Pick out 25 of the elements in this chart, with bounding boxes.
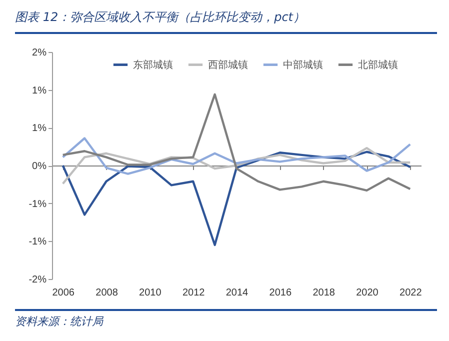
y-tick-label: 1% — [32, 85, 47, 96]
x-tick-label: 2016 — [269, 288, 292, 298]
y-tick-label: -1% — [28, 236, 47, 248]
x-tick-label: 2006 — [52, 288, 75, 298]
y-tick-label: -1% — [28, 198, 47, 210]
x-tick-label: 2018 — [312, 288, 336, 298]
y-tick-label: 1% — [32, 123, 47, 134]
y-tick-label: 0% — [32, 161, 47, 172]
legend-label: 北部城镇 — [358, 58, 398, 71]
x-tick-label: 2022 — [400, 288, 422, 298]
legend-label: 东部城镇 — [133, 58, 173, 71]
text: 资料来源：统计局 — [15, 309, 437, 329]
x-tick-label: 2020 — [356, 288, 379, 298]
line-series — [62, 150, 412, 246]
legend-label: 中部城镇 — [283, 58, 323, 71]
chart-title: 图表 12：弥合区域收入不平衡（占比环比变动，pct） — [15, 8, 437, 34]
x-tick-label: 2008 — [96, 288, 118, 298]
line-series — [62, 137, 412, 175]
x-tick-label: 2014 — [226, 288, 249, 298]
x-tick-label: 2010 — [139, 288, 162, 298]
y-tick-label: 2% — [32, 48, 47, 58]
x-tick-label: 2012 — [182, 288, 206, 298]
legend-label: 西部城镇 — [208, 58, 248, 71]
y-tick-label: -2% — [28, 274, 47, 286]
line-series — [62, 146, 412, 185]
